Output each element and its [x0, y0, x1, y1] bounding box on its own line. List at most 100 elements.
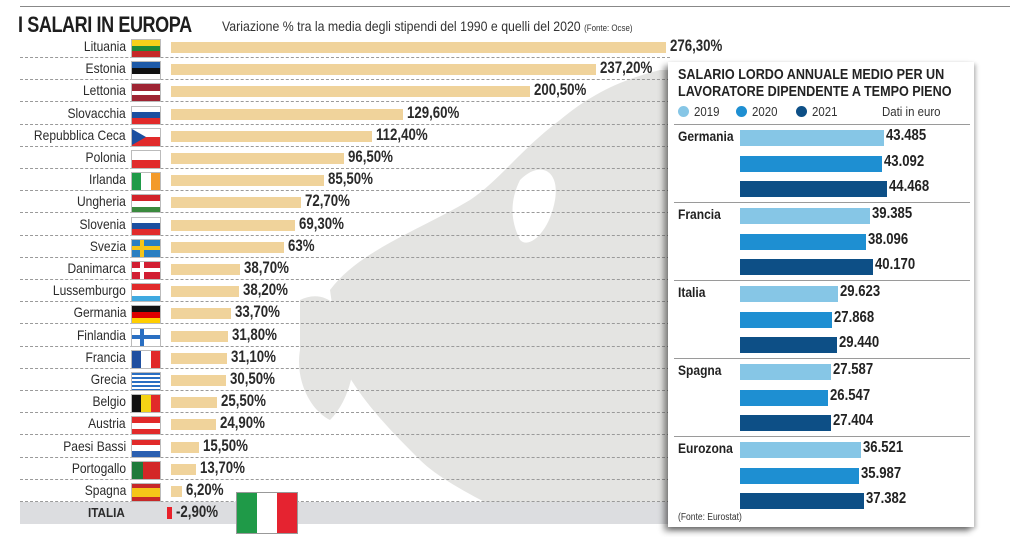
bar [171, 219, 296, 231]
country-label: Paesi Bassi [63, 437, 126, 454]
country-label: Lettonia [83, 82, 126, 99]
value-label: 6,20% [186, 480, 224, 499]
bar-2019 [740, 442, 861, 458]
row-separator [20, 367, 670, 369]
subtitle-source: (Fonte: Ocse) [584, 23, 633, 33]
unit-note: Dati in euro [882, 104, 941, 119]
bar-2020 [740, 233, 866, 250]
group-separator [674, 124, 970, 125]
value-label: 36.521 [862, 439, 903, 456]
bar [171, 486, 183, 497]
row-separator [20, 101, 670, 103]
bar [171, 308, 232, 320]
slovakia-flag-icon [131, 105, 161, 125]
value-label: 72,70% [305, 191, 351, 211]
bar-row: Irlanda 85,50% [0, 169, 670, 192]
value-label: 33,70% [235, 302, 281, 322]
bar-row: Repubblica Ceca 112,40% [0, 125, 670, 147]
bar-row: Austria 24,90% [0, 413, 670, 436]
bar-2019 [740, 208, 871, 224]
row-separator [20, 279, 670, 280]
value-label: 39.385 [872, 205, 913, 222]
bar-2021 [740, 493, 864, 509]
group-separator [674, 436, 970, 437]
bar-2021 [740, 259, 873, 275]
italy-flag-large [236, 492, 298, 534]
legend-item-2020: 2020 [736, 104, 781, 119]
country-label: Grecia [90, 371, 126, 387]
bar-row-italia: ITALIA -2,90% [20, 502, 670, 525]
group-italia: Italia 29.623 27.868 29.440 [668, 280, 974, 358]
bar [171, 441, 199, 453]
country-label: Francia [85, 348, 126, 365]
country-label: ITALIA [88, 505, 125, 521]
bar [171, 130, 373, 142]
france-flag-icon [131, 349, 161, 369]
value-label: 24,90% [219, 413, 265, 433]
value-label: 15,50% [202, 435, 248, 455]
bar [171, 108, 404, 120]
country-label: Slovenia [79, 215, 126, 232]
value-label: 27.404 [832, 412, 873, 429]
country-label: Portogallo [71, 459, 126, 476]
legend-dot-icon [678, 106, 689, 117]
finland-flag-icon [131, 327, 161, 347]
country-label: Danimarca [67, 260, 126, 276]
value-label: -2,90% [176, 502, 219, 522]
bar-row: Portogallo 13,70% [0, 458, 670, 480]
row-separator [20, 57, 670, 58]
bar-row: Slovenia 69,30% [0, 214, 670, 236]
bar-row: Lussemburgo 38,20% [0, 280, 670, 303]
row-separator [20, 256, 670, 258]
row-separator [20, 145, 670, 147]
value-label: 29.623 [839, 283, 881, 300]
subtitle-text: Variazione % tra la media degli stipendi… [222, 18, 581, 34]
panel-source: (Fonte: Eurostat) [678, 512, 742, 523]
value-label: 30,50% [229, 369, 275, 388]
legend-item-2019: 2019 [678, 104, 723, 119]
slovenia-flag-icon [131, 216, 161, 236]
value-label: 129,60% [407, 102, 460, 122]
value-label: 200,50% [534, 80, 587, 100]
country-label: Spagna [84, 482, 126, 498]
country-label: Estonia [85, 60, 126, 77]
bar-row: Grecia 30,50% [0, 369, 670, 391]
value-label: 44.468 [889, 178, 930, 195]
row-separator [20, 345, 670, 347]
salary-panel: SALARIO LORDO ANNUALE MEDIO PER UN LAVOR… [668, 62, 974, 527]
chart-title: I SALARI IN EUROPA [18, 12, 192, 37]
value-label: 237,20% [599, 58, 653, 78]
value-label: 35.987 [860, 464, 902, 482]
group-separator [674, 358, 970, 359]
group-francia: Francia 39.385 38.096 40.170 [668, 202, 974, 280]
row-separator [20, 456, 670, 458]
bar [171, 419, 216, 431]
bar-row: Polonia 96,50% [0, 147, 670, 169]
value-label: 40.170 [874, 256, 915, 273]
row-separator [20, 478, 670, 480]
country-label: Ungheria [77, 193, 126, 210]
chart-subtitle: Variazione % tra la media degli stipendi… [222, 18, 633, 34]
bar-row: Germania 33,70% [0, 302, 670, 325]
value-label: 43.485 [885, 127, 926, 144]
legend-dot-icon [736, 106, 747, 117]
value-label: 31,80% [231, 324, 277, 344]
germany-flag-icon [131, 305, 161, 325]
row-separator [20, 501, 670, 502]
bar-row: Danimarca 38,70% [0, 258, 670, 280]
bar [171, 264, 241, 275]
country-label: Lituania [83, 38, 126, 54]
legend-label: 2020 [752, 104, 778, 119]
value-label: 13,70% [199, 457, 245, 477]
belgium-flag-icon [131, 394, 161, 414]
legend-dot-icon [796, 106, 807, 117]
bar [171, 42, 666, 53]
group-label: Italia [678, 284, 706, 300]
bar-2020 [740, 389, 828, 406]
bar-2020 [740, 467, 859, 484]
bar-row: Paesi Bassi 15,50% [0, 436, 670, 458]
value-label: 96,50% [347, 147, 393, 166]
row-separator [20, 234, 670, 236]
